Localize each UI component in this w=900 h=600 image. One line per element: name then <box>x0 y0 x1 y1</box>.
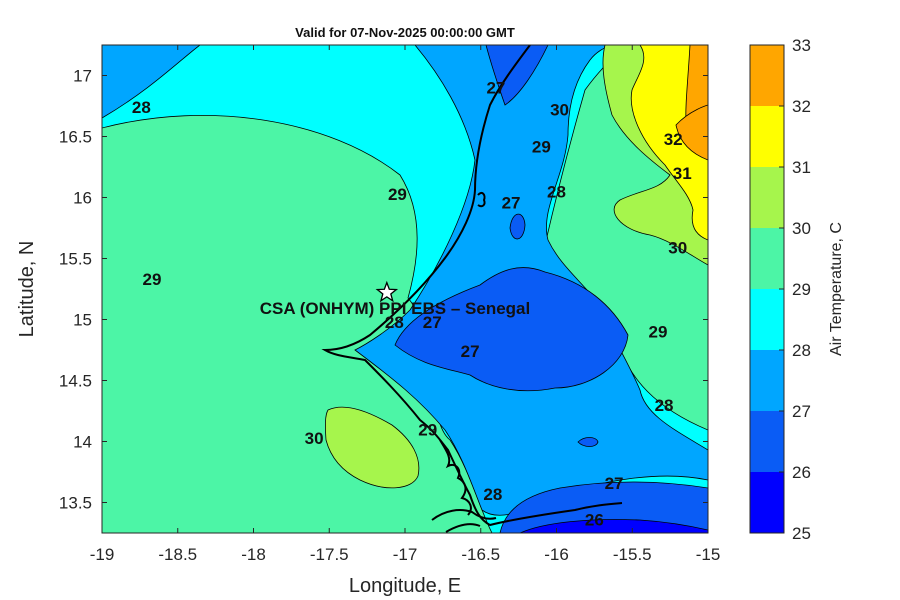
y-tick-label: 16 <box>73 189 92 208</box>
contour-label: 27 <box>502 193 521 212</box>
colorbar-swatch <box>750 411 784 472</box>
contour-label: 30 <box>668 239 687 258</box>
colorbar-swatch <box>750 106 784 167</box>
colorbar-tick-label: 32 <box>792 97 811 116</box>
contour-labels: 28 29 29 27 30 29 32 31 27 28 30 28 27 27 29 28 30 29 28 27… <box>132 79 692 530</box>
contour-label: 27 <box>423 313 442 332</box>
x-tick-label: -15.5 <box>613 545 652 564</box>
coastline-path <box>321 45 623 527</box>
contour-label: 31 <box>673 164 692 183</box>
coastline-path <box>439 439 472 516</box>
contour-label: 28 <box>132 98 151 117</box>
temperature-band-26-27 <box>577 437 599 447</box>
colorbar-tick-label: 33 <box>792 36 811 55</box>
y-tick-label: 17 <box>73 67 92 86</box>
contour-label: 28 <box>385 313 404 332</box>
colorbar-swatch <box>750 472 784 533</box>
x-axis: -19 -18.5 -18 -17.5 -17 -16.5 -16 -15.5 -15 <box>90 45 721 564</box>
colorbar-tick-label: 29 <box>792 280 811 299</box>
temperature-band-32-33 <box>675 104 708 161</box>
colorbar-swatch <box>750 167 784 228</box>
colorbar-swatch <box>750 45 784 106</box>
contour-label: 29 <box>418 420 437 439</box>
colorbar-tick-label: 28 <box>792 341 811 360</box>
station: CSA (ONHYM) PPI EBS – Senegal <box>260 280 530 318</box>
y-tick-label: 15 <box>73 311 92 330</box>
y-axis: 13.5 14 14.5 15 15.5 16 16.5 17 <box>59 67 708 513</box>
coastline-path <box>431 509 497 533</box>
temperature-band-26-27 <box>394 267 629 392</box>
contour-label: 28 <box>655 396 674 415</box>
colorbar-swatch <box>750 289 784 350</box>
x-tick-label: -19 <box>90 545 115 564</box>
colorbar-tick-label: 25 <box>792 524 811 543</box>
y-axis-label: Latitude, N <box>16 241 38 338</box>
coastline <box>321 45 623 533</box>
colorbar: 25 26 27 28 29 30 31 32 33 Air Temperature, C <box>749 36 845 543</box>
contour-label: 26 <box>585 511 604 530</box>
coastline-path <box>477 191 486 208</box>
y-tick-label: 16.5 <box>59 128 92 147</box>
colorbar-tick-label: 31 <box>792 158 811 177</box>
y-tick-label: 13.5 <box>59 494 92 513</box>
colorbar-swatch <box>750 350 784 411</box>
temperature-band-26-27 <box>485 45 549 106</box>
contour-label: 30 <box>305 429 324 448</box>
temperature-band-26-27 <box>509 213 526 240</box>
x-tick-label: -15 <box>696 545 721 564</box>
colorbar-tick-label: 26 <box>792 463 811 482</box>
temperature-band-27-28 <box>102 45 201 119</box>
contour-label: 32 <box>664 130 683 149</box>
contour-label: 27 <box>605 474 624 493</box>
contour-label: 29 <box>532 137 551 156</box>
colorbar-tick-label: 30 <box>792 219 811 238</box>
x-axis-label: Longitude, E <box>349 575 461 597</box>
y-tick-label: 14.5 <box>59 372 92 391</box>
x-tick-label: -16.5 <box>461 545 500 564</box>
contour-label: 28 <box>483 485 502 504</box>
y-tick-label: 14 <box>73 433 92 452</box>
colorbar-ticks: 25 26 27 28 29 30 31 32 33 <box>779 36 811 543</box>
temperature-contour-field <box>102 45 708 533</box>
temperature-band-25-26 <box>519 519 708 533</box>
contour-label: 30 <box>550 101 569 120</box>
x-tick-label: -18.5 <box>158 545 197 564</box>
contour-label: 29 <box>649 323 668 342</box>
station-label: CSA (ONHYM) PPI EBS – Senegal <box>260 299 530 318</box>
x-tick-label: -17 <box>393 545 418 564</box>
contour-label: 28 <box>547 182 566 201</box>
colorbar-tick-label: 27 <box>792 402 811 421</box>
colorbar-label: Air Temperature, C <box>828 222 845 356</box>
x-tick-label: -17.5 <box>310 545 349 564</box>
contour-label: 27 <box>486 79 505 98</box>
y-tick-label: 15.5 <box>59 250 92 269</box>
contour-label: 29 <box>143 270 162 289</box>
contour-label: 29 <box>388 185 407 204</box>
temperature-band-30-31 <box>325 406 420 489</box>
star-icon <box>375 280 399 303</box>
x-tick-label: -18 <box>241 545 266 564</box>
contour-label: 27 <box>461 342 480 361</box>
x-tick-label: -16 <box>544 545 569 564</box>
map-title: Valid for 07-Nov-2025 00:00:00 GMT <box>295 25 515 40</box>
colorbar-swatch <box>750 228 784 289</box>
colorbar-swatches <box>750 45 784 533</box>
temperature-band-26-27 <box>499 481 708 533</box>
